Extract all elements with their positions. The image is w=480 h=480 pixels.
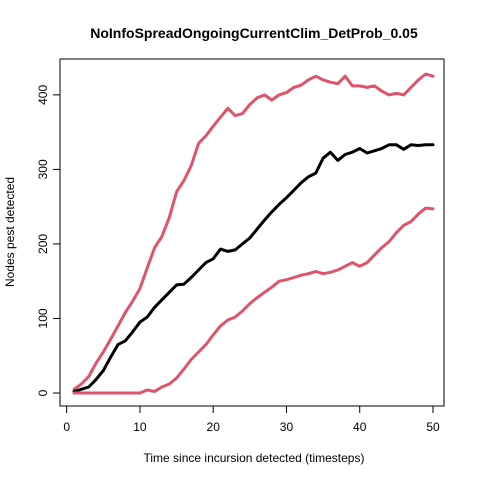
series-line-2: [72, 143, 435, 393]
x-axis-title: Time since incursion detected (timesteps…: [144, 451, 365, 465]
y-tick-label: 0: [36, 389, 50, 396]
x-tick-label: 20: [207, 420, 221, 434]
series-line-1: [72, 72, 435, 391]
y-tick-label: 100: [36, 308, 50, 328]
series-group: [72, 72, 435, 395]
y-tick-label: 300: [36, 159, 50, 179]
x-tick-label: 30: [280, 420, 294, 434]
y-axis: 0 100 200 300 400: [36, 85, 61, 396]
y-tick-label: 200: [36, 234, 50, 254]
x-tick-label: 40: [353, 420, 367, 434]
series-line-3: [72, 206, 435, 395]
y-axis-title: Nodes pest detected: [3, 177, 17, 287]
x-tick-label: 0: [63, 420, 70, 434]
chart-title: NoInfoSpreadOngoingCurrentClim_DetProb_0…: [90, 25, 418, 41]
x-tick-label: 50: [426, 420, 440, 434]
x-tick-label: 10: [133, 420, 147, 434]
x-axis: 0 10 20 30 40 50: [63, 405, 440, 434]
y-tick-label: 400: [36, 85, 50, 105]
